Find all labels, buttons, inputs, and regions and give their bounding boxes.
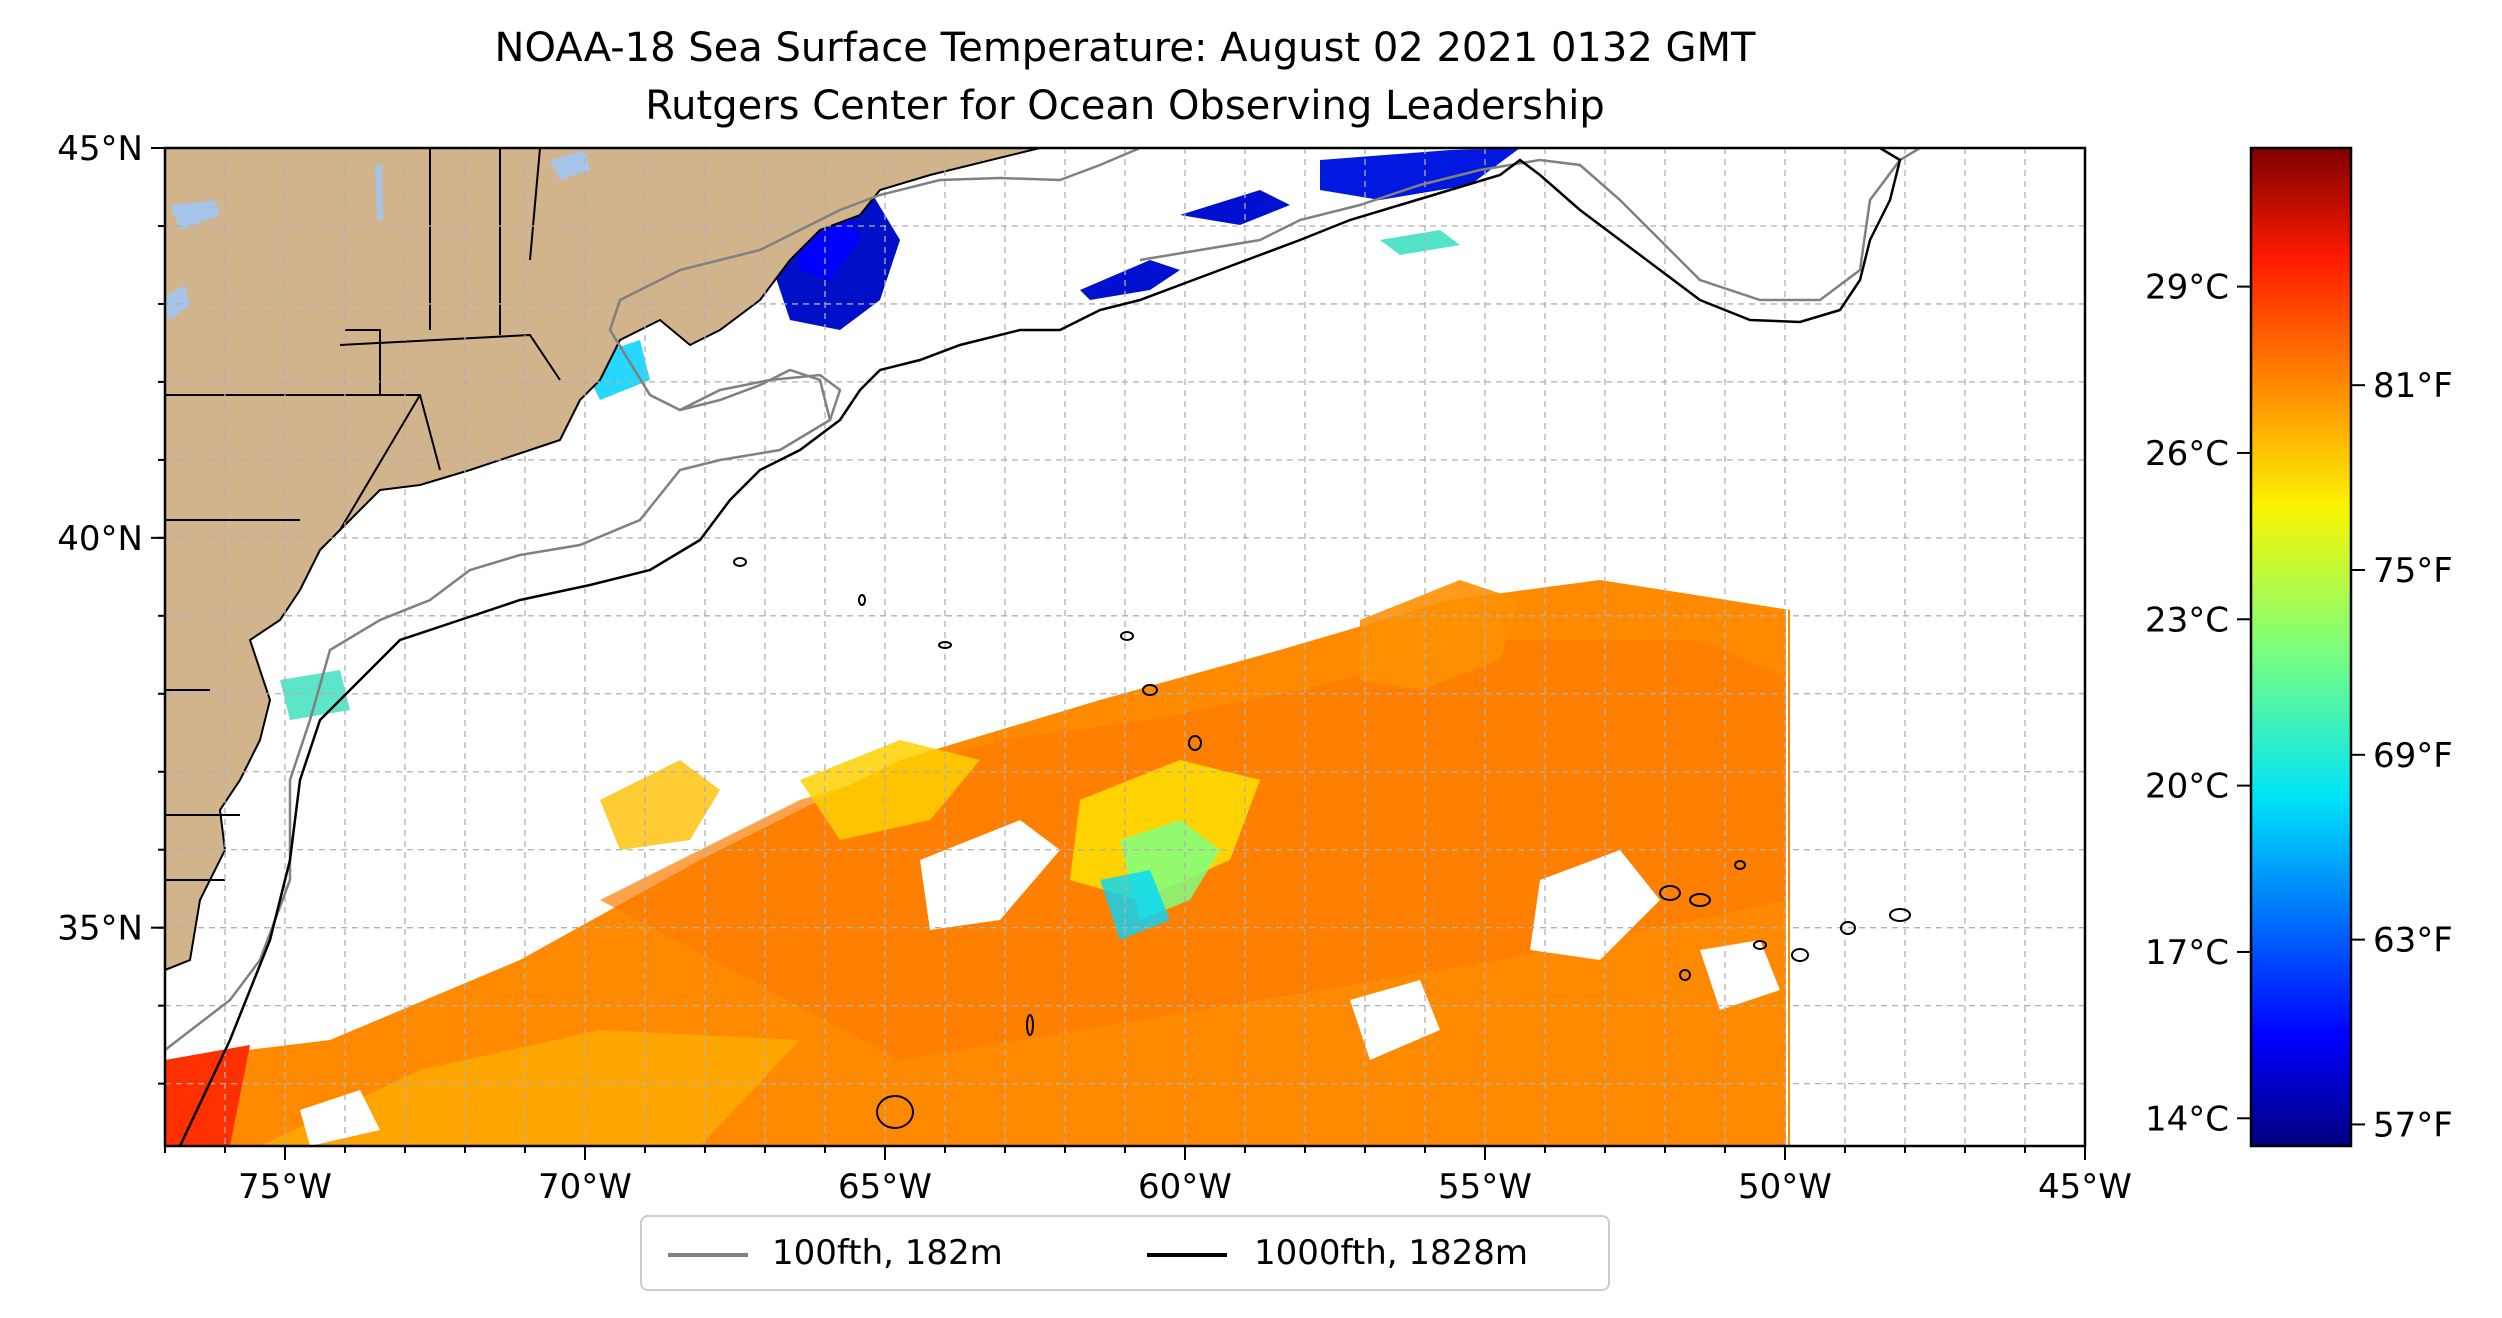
legend-line-1000fth (1147, 1253, 1227, 1257)
lon-tick-label: 45°W (2038, 1167, 2132, 1207)
lat-tick-label: 40°N (57, 519, 143, 559)
longitude-axis: 75°W 70°W 65°W 60°W 55°W 50°W 45°W (164, 1146, 2132, 1207)
colorbar-fahrenheit-label: 69°F (2373, 736, 2453, 776)
legend-label-1000fth: 1000fth, 1828m (1254, 1233, 1529, 1273)
isobath-100fth (165, 148, 1141, 1051)
map-title: NOAA-18 Sea Surface Temperature: August … (494, 25, 1756, 71)
lon-tick-label: 50°W (1738, 1167, 1832, 1207)
lat-tick-label: 45°N (57, 129, 143, 169)
colorbar-celsius-label: 14°C (2145, 1099, 2229, 1139)
lon-tick-label: 65°W (838, 1167, 932, 1207)
state-borders (165, 148, 561, 881)
sst-swath (165, 580, 1790, 1146)
colorbar-celsius-label: 29°C (2145, 268, 2229, 308)
colorbar-fahrenheit-label: 75°F (2373, 551, 2453, 591)
colorbar-fahrenheit-label: 63°F (2373, 921, 2453, 961)
lon-tick-label: 70°W (538, 1167, 632, 1207)
colorbar-celsius-label: 23°C (2145, 600, 2229, 640)
lakes (165, 150, 590, 320)
legend-label-100fth: 100fth, 182m (772, 1233, 1003, 1273)
colorbar-fahrenheit-label: 57°F (2373, 1105, 2453, 1145)
colorbar-celsius-axis: 14°C 17°C 20°C 23°C 26°C 29°C (2145, 268, 2251, 1139)
colorbar (2249, 146, 2353, 1148)
lon-tick-label: 55°W (1438, 1167, 1532, 1207)
colorbar-celsius-label: 20°C (2145, 767, 2229, 807)
lon-tick-label: 60°W (1138, 1167, 1232, 1207)
lat-tick-label: 35°N (57, 909, 143, 949)
seamounts (733, 557, 1911, 1129)
colorbar-celsius-label: 26°C (2145, 434, 2229, 474)
isobath-1000fth (178, 148, 1902, 1146)
lon-tick-label: 75°W (238, 1167, 332, 1207)
latitude-axis: 45°N 40°N 35°N (57, 129, 165, 1085)
map-subtitle: Rutgers Center for Ocean Observing Leade… (645, 83, 1605, 129)
colorbar-fahrenheit-label: 81°F (2373, 366, 2453, 406)
colorbar-celsius-label: 17°C (2145, 933, 2229, 973)
isobath-100fth-scotian (1139, 148, 1921, 302)
land-mass (165, 148, 1041, 1146)
legend-line-100fth (668, 1253, 748, 1257)
map-area (165, 148, 2085, 1146)
isobath-100fth-georges (679, 373, 842, 421)
legend: 100fth, 182m 1000fth, 1828m (640, 1215, 1610, 1291)
colorbar-fahrenheit-axis: 57°F 63°F 69°F 75°F 81°F (2351, 366, 2453, 1145)
